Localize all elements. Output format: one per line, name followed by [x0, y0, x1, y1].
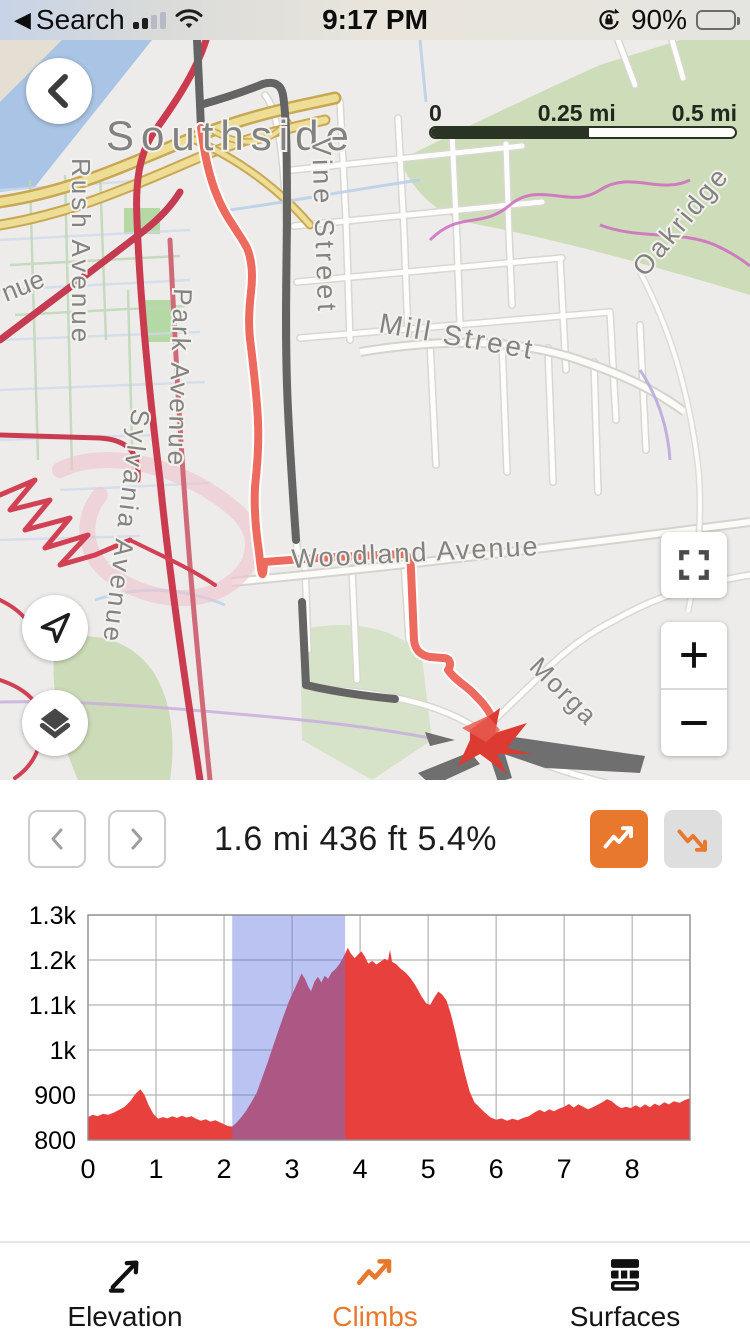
climb-stats: 1.6 mi 436 ft 5.4%	[214, 819, 498, 858]
cellular-signal-icon	[132, 11, 166, 29]
map-label-city: Southside	[106, 112, 356, 159]
tab-label: Elevation	[67, 1301, 183, 1332]
map-container: Southside Vine Street Mill Street Woodla…	[0, 40, 750, 780]
minus-icon	[681, 721, 707, 725]
svg-text:0: 0	[80, 1154, 95, 1184]
svg-text:8: 8	[625, 1154, 640, 1184]
scale-end-label: 0.5 mi	[671, 100, 737, 126]
svg-text:1k: 1k	[50, 1037, 77, 1065]
previous-climb-button[interactable]	[28, 810, 86, 868]
map-label-rush-avenue: Rush Avenue	[66, 158, 96, 345]
svg-text:4: 4	[353, 1154, 368, 1184]
status-time: 9:17 PM	[322, 4, 428, 35]
show-descents-toggle[interactable]	[664, 810, 722, 868]
svg-text:900: 900	[34, 1082, 76, 1110]
tab-surfaces[interactable]: Surfaces	[500, 1243, 750, 1334]
svg-text:800: 800	[34, 1127, 76, 1155]
zoom-control	[661, 622, 727, 756]
surfaces-icon	[611, 1259, 639, 1291]
show-climbs-toggle[interactable]	[590, 810, 648, 868]
chevron-left-icon	[48, 74, 68, 108]
elevation-chart-icon	[108, 1260, 139, 1293]
svg-text:2: 2	[217, 1154, 232, 1184]
svg-text:6: 6	[489, 1154, 504, 1184]
svg-text:7: 7	[557, 1154, 572, 1184]
chevron-right-icon	[131, 828, 143, 850]
rotation-lock-icon	[599, 8, 620, 30]
navigation-arrow-icon	[40, 612, 71, 644]
map-scale-bar: 0 0.25 mi 0.5 mi	[429, 100, 737, 139]
tab-elevation[interactable]: Elevation	[0, 1243, 250, 1334]
bottom-tab-bar: Elevation Climbs Surfaces	[0, 1241, 750, 1334]
trend-up-icon	[603, 826, 633, 849]
svg-text:1.3k: 1.3k	[29, 902, 77, 930]
elevation-chart-section: 1.3k 1.2k 1.1k 1k 900 800 0 1 2 3 4 5 6 7 8	[0, 898, 750, 1198]
battery-percent: 90%	[630, 4, 688, 35]
fullscreen-button[interactable]	[661, 532, 727, 598]
map-label-vine-street: Vine Street	[306, 137, 342, 315]
fullscreen-icon	[679, 550, 709, 580]
svg-text:1.1k: 1.1k	[29, 992, 77, 1020]
back-to-app-label: Search	[35, 4, 125, 35]
wifi-icon	[175, 9, 203, 29]
map-canvas[interactable]: Southside Vine Street Mill Street Woodla…	[0, 40, 750, 780]
climbs-icon	[356, 1259, 392, 1286]
chevron-left-icon	[51, 828, 63, 850]
zoom-in-button[interactable]	[661, 622, 727, 688]
back-button[interactable]	[26, 58, 92, 124]
status-bar: ◀ Search 9:17 PM 90%	[0, 0, 750, 40]
scale-start-label: 0	[429, 100, 442, 126]
svg-text:5: 5	[421, 1154, 436, 1184]
back-to-app-link[interactable]: ◀ Search	[14, 4, 125, 36]
zoom-out-button[interactable]	[661, 690, 727, 756]
locate-button[interactable]	[22, 595, 88, 661]
map-label-park-avenue: Park Avenue	[162, 288, 198, 469]
battery-icon	[696, 10, 741, 30]
scale-mid-label: 0.25 mi	[537, 100, 616, 126]
next-climb-button[interactable]	[108, 810, 166, 868]
svg-text:3: 3	[285, 1154, 300, 1184]
tab-label: Climbs	[332, 1301, 418, 1332]
back-to-app-arrow-icon: ◀	[14, 7, 31, 32]
svg-text:1.2k: 1.2k	[29, 947, 77, 975]
trend-down-icon	[677, 829, 707, 852]
tab-label: Surfaces	[569, 1301, 681, 1332]
tab-climbs[interactable]: Climbs	[250, 1243, 500, 1334]
plus-icon	[681, 642, 707, 668]
svg-text:1: 1	[149, 1154, 164, 1184]
layers-button[interactable]	[22, 690, 88, 756]
climb-info-bar: 1.6 mi 436 ft 5.4%	[0, 780, 750, 898]
scale-fill	[431, 128, 590, 137]
layers-icon	[39, 708, 71, 739]
